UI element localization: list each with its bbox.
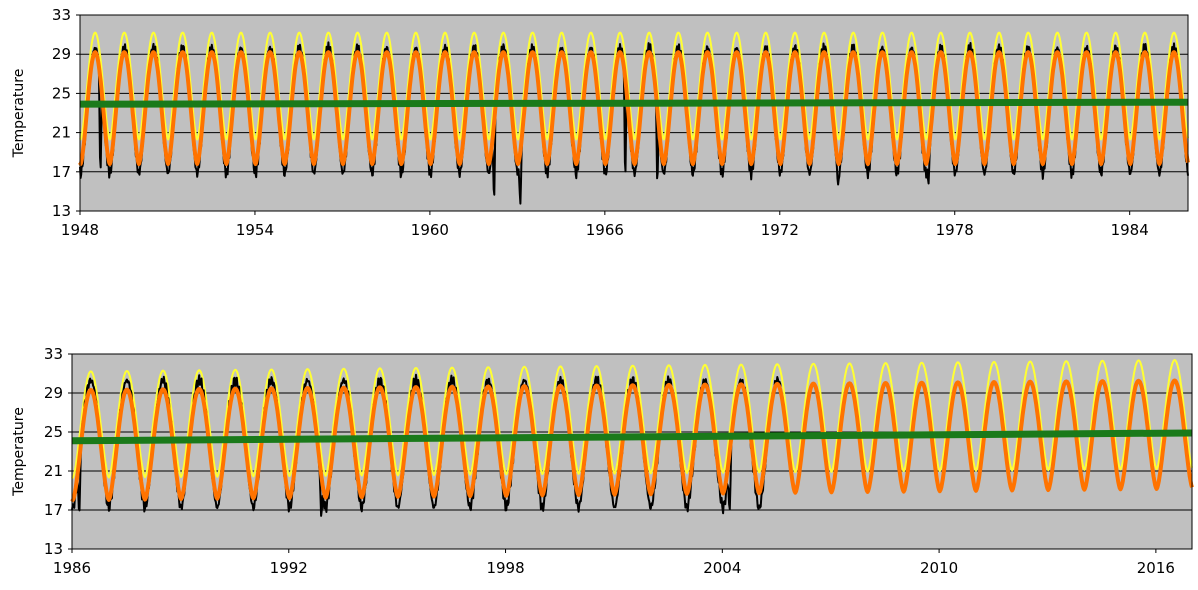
seasonal-upper-line [71, 359, 1193, 479]
y-tick-label: 13 [44, 540, 63, 558]
plot-frame [79, 14, 1189, 212]
x-tick-label: 2004 [703, 559, 741, 577]
plot-frame [71, 353, 1193, 550]
y-tick-label: 17 [52, 163, 71, 181]
y-tick-label: 17 [44, 501, 63, 519]
x-tick-label: 1984 [1111, 221, 1149, 239]
x-tick-label: 1986 [53, 559, 91, 577]
x-tick-label: 1966 [586, 221, 624, 239]
x-tick-label: 2010 [920, 559, 958, 577]
y-tick-label: 29 [52, 45, 71, 63]
trend-line [79, 98, 1189, 108]
y-tick-label: 33 [44, 345, 63, 363]
x-tick-label: 1972 [761, 221, 799, 239]
x-tick-label: 1954 [236, 221, 274, 239]
x-tick-label: 1992 [270, 559, 308, 577]
seasonal-mean-line [70, 378, 1194, 503]
seasonal-mean-line [78, 50, 1190, 166]
x-tick-label: 1948 [61, 221, 99, 239]
y-tick-label: 33 [52, 6, 71, 24]
y-tick-label: 29 [44, 384, 63, 402]
x-tick-label: 1960 [411, 221, 449, 239]
trend-line [71, 429, 1193, 445]
y-axis-label: Temperature [11, 69, 27, 159]
y-tick-label: 13 [52, 202, 71, 220]
y-tick-label: 25 [44, 423, 63, 441]
x-tick-label: 1998 [486, 559, 524, 577]
y-tick-label: 21 [52, 124, 71, 142]
plot-area [80, 15, 1188, 211]
seasonal-upper-line [79, 31, 1189, 141]
x-tick-label: 2016 [1137, 559, 1175, 577]
chart-panel-1: 13 17 21 25 29 33 1948 1954 1960 1966 1972 1978 1984… [11, 6, 1190, 239]
y-tick-label: 25 [52, 84, 71, 102]
y-tick-label: 21 [44, 462, 63, 480]
y-axis-label: Temperature [11, 407, 27, 497]
chart-panel-2: 13 17 21 25 29 33 1986 1992 1998 2004 2010 2016 Temp… [11, 345, 1194, 577]
x-tick-label: 1978 [936, 221, 974, 239]
